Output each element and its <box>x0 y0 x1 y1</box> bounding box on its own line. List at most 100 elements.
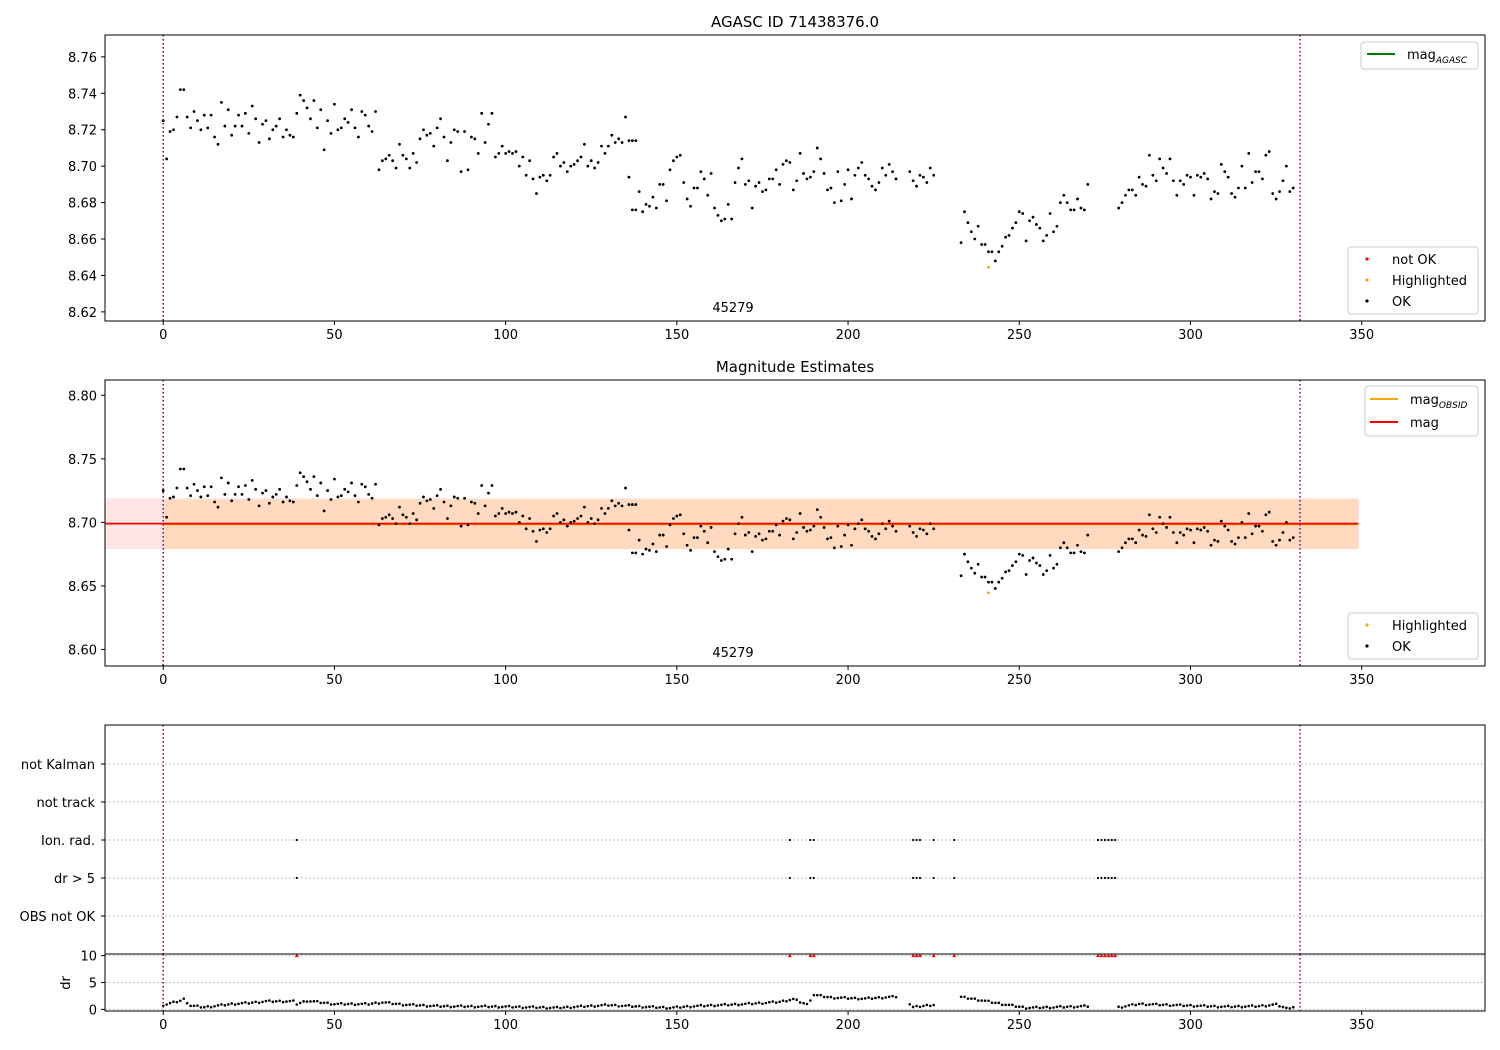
agasc-mag-point <box>733 181 737 184</box>
dr-point <box>1175 1003 1179 1007</box>
dr-point <box>1065 1005 1069 1009</box>
mag-estimate-point <box>435 494 439 498</box>
agasc-mag-point <box>884 173 888 177</box>
agasc-mag-point <box>1158 157 1162 161</box>
dr-point <box>456 1004 460 1008</box>
agasc-mag-point <box>1011 226 1014 230</box>
dr-point <box>877 995 881 999</box>
dr-point <box>1202 1003 1206 1007</box>
mag-estimate-point <box>449 504 453 508</box>
agasc-mag-point <box>997 250 1001 254</box>
agasc-mag-point <box>624 115 627 119</box>
mag-estimate-point <box>1202 526 1206 529</box>
dr-point <box>1017 1005 1021 1008</box>
agasc-mag-point <box>850 197 853 201</box>
mag-estimate-point <box>1086 533 1090 537</box>
agasc-mag-point <box>538 175 542 179</box>
p4-xtick-label: 350 <box>1349 1018 1374 1033</box>
agasc-mag-point <box>610 133 614 137</box>
mag-estimate-point <box>271 495 275 499</box>
agasc-mag-point <box>750 206 754 210</box>
agasc-mag-point <box>1000 244 1004 248</box>
agasc-mag-point <box>980 243 984 246</box>
highlighted-point <box>987 591 990 595</box>
legend-highlighted-label: Highlighted <box>1392 274 1467 289</box>
agasc-mag-point <box>374 110 377 113</box>
agasc-mag-point <box>1264 153 1268 157</box>
mag-estimate-point <box>839 545 843 548</box>
mag-estimate-point <box>877 532 881 536</box>
agasc-mag-point <box>1120 201 1124 204</box>
mag-estimate-point <box>634 503 638 506</box>
flag-point <box>1107 876 1110 880</box>
mag-estimate-point <box>202 485 206 489</box>
panel2-title: Magnitude Estimates <box>716 358 874 376</box>
dr-point <box>610 1003 614 1007</box>
agasc-mag-point <box>1281 179 1285 183</box>
mag-estimate-point <box>696 536 699 540</box>
agasc-mag-point <box>658 182 662 186</box>
mag-estimate-point <box>432 506 436 510</box>
dr-point <box>548 1006 552 1010</box>
agasc-mag-point <box>346 121 350 124</box>
mag-estimate-point <box>856 522 860 526</box>
flag-point <box>1096 876 1100 880</box>
mag-estimate-point <box>980 575 984 579</box>
p1-xtick-label: 250 <box>1007 328 1032 343</box>
agasc-mag-point <box>600 144 603 148</box>
mag-estimate-point <box>1082 551 1086 555</box>
agasc-mag-point <box>487 122 490 126</box>
mag-estimate-point <box>1237 536 1240 540</box>
dr-point <box>911 1005 915 1009</box>
mag-estimate-point <box>993 587 997 590</box>
mag-estimate-point <box>894 529 898 533</box>
agasc-mag-point <box>922 175 925 179</box>
mag-estimate-point <box>1048 554 1052 557</box>
mag-estimate-point <box>959 574 963 578</box>
dr-point <box>518 1005 521 1008</box>
panel2-frame <box>104 379 1486 667</box>
dr-point <box>1059 1004 1062 1008</box>
agasc-mag-point <box>863 173 867 177</box>
mag-estimate-point <box>791 537 795 541</box>
mag-estimate-point <box>250 479 254 482</box>
agasc-mag-point <box>555 152 559 155</box>
agasc-mag-point <box>572 162 576 166</box>
dr-point <box>613 1003 617 1007</box>
agasc-mag-point <box>377 168 381 172</box>
p4-xtick-label: 250 <box>1007 1018 1032 1033</box>
dr-point <box>791 997 795 1001</box>
agasc-mag-point <box>918 173 922 177</box>
flag-point <box>953 838 956 842</box>
mag-estimate-point <box>781 519 785 523</box>
p1-xtick-label: 300 <box>1178 328 1203 343</box>
dr-point <box>1165 1003 1168 1006</box>
mag-estimate-point <box>425 499 429 503</box>
dr-point <box>620 1004 624 1008</box>
mag-estimate-point <box>678 513 682 517</box>
flag-point <box>809 838 812 842</box>
agasc-mag-point <box>737 166 740 170</box>
agasc-mag-point <box>843 182 847 186</box>
agasc-mag-point <box>586 164 590 168</box>
flag-point <box>918 838 922 842</box>
mag-estimate-point <box>507 510 511 514</box>
dr-capped-marker <box>917 953 922 958</box>
agasc-mag-point <box>1151 173 1155 177</box>
mag-estimate-point <box>497 512 501 515</box>
mag-estimate-point <box>624 486 627 490</box>
dr-point <box>1124 1005 1127 1008</box>
agasc-mag-point <box>240 124 244 128</box>
dr-point <box>730 1003 733 1006</box>
dr-point <box>1178 1003 1182 1006</box>
dr-point <box>884 996 888 999</box>
agasc-mag-point <box>603 152 607 155</box>
p2-ytick-label: 8.60 <box>68 643 97 658</box>
mag-estimate-point <box>603 512 607 515</box>
dr-point <box>237 1002 240 1006</box>
mag-estimate-point <box>761 538 764 542</box>
mag-estimate-point <box>281 500 285 504</box>
dr-point <box>466 1005 470 1008</box>
agasc-mag-point <box>398 142 401 146</box>
